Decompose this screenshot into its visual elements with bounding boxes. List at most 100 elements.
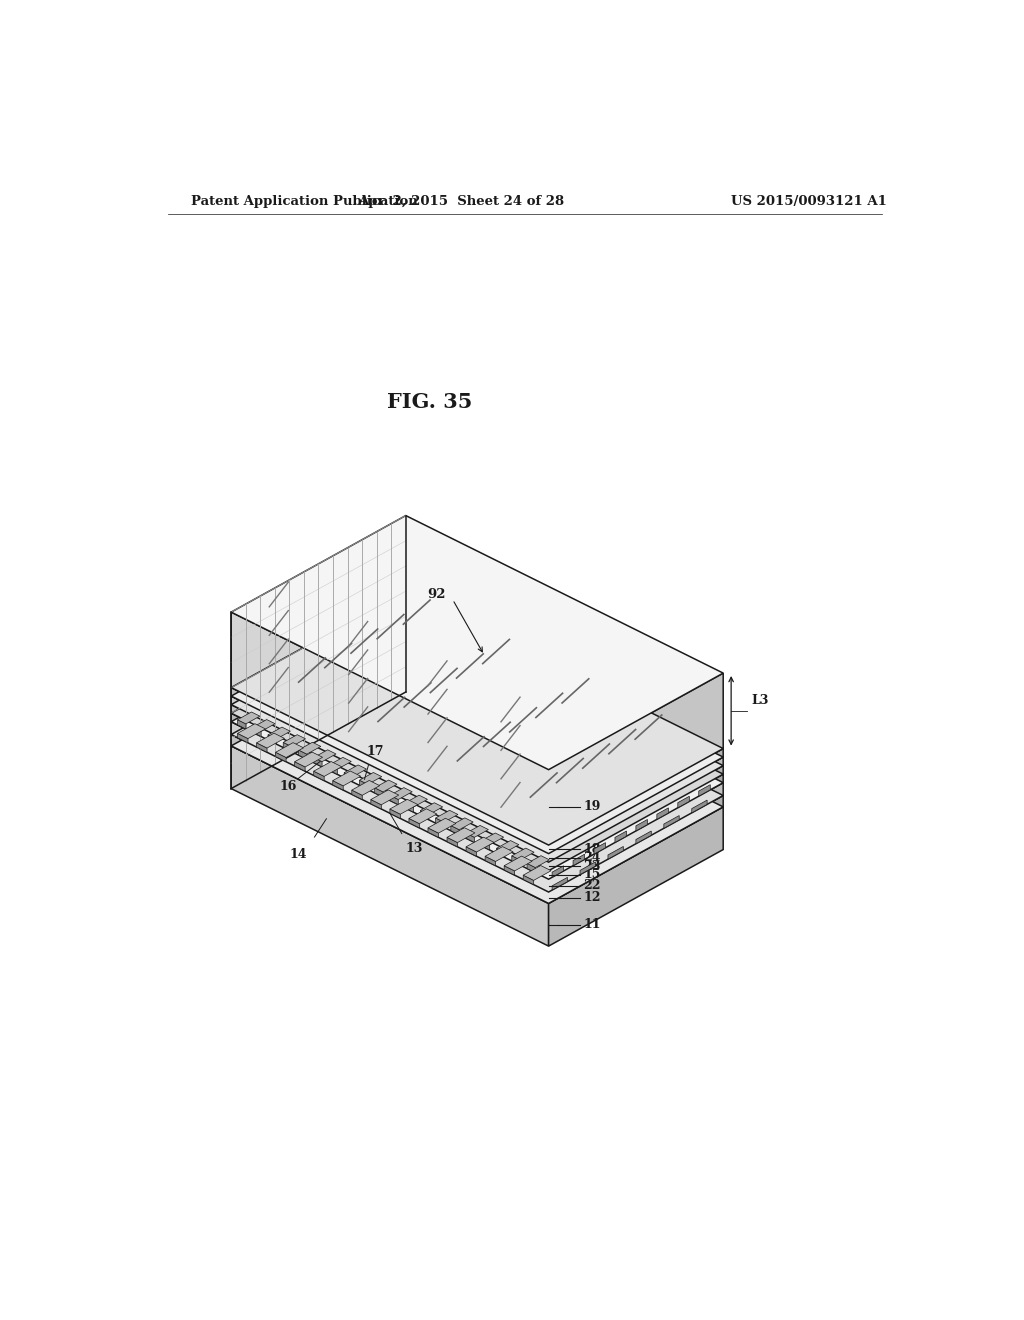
Polygon shape bbox=[371, 789, 398, 805]
Text: Apr. 2, 2015  Sheet 24 of 28: Apr. 2, 2015 Sheet 24 of 28 bbox=[358, 194, 564, 207]
Polygon shape bbox=[257, 743, 267, 752]
Polygon shape bbox=[504, 866, 515, 875]
Polygon shape bbox=[375, 780, 397, 792]
Text: 23: 23 bbox=[584, 859, 601, 873]
Polygon shape bbox=[485, 857, 496, 866]
Polygon shape bbox=[275, 743, 303, 758]
Polygon shape bbox=[238, 711, 260, 723]
Polygon shape bbox=[295, 762, 305, 771]
Polygon shape bbox=[268, 735, 276, 744]
Polygon shape bbox=[409, 818, 420, 828]
Polygon shape bbox=[231, 713, 549, 879]
Polygon shape bbox=[549, 783, 723, 892]
Polygon shape bbox=[295, 752, 323, 767]
Polygon shape bbox=[608, 846, 624, 859]
Polygon shape bbox=[231, 688, 549, 854]
Polygon shape bbox=[549, 796, 723, 903]
Polygon shape bbox=[451, 818, 473, 830]
Polygon shape bbox=[313, 771, 325, 780]
Polygon shape bbox=[481, 841, 489, 850]
Polygon shape bbox=[253, 719, 275, 731]
Polygon shape bbox=[352, 780, 380, 795]
Polygon shape bbox=[375, 788, 383, 797]
Polygon shape bbox=[298, 742, 321, 754]
Polygon shape bbox=[421, 803, 442, 814]
Polygon shape bbox=[678, 796, 689, 808]
Polygon shape bbox=[549, 758, 723, 862]
Polygon shape bbox=[447, 828, 475, 842]
Text: 12: 12 bbox=[584, 891, 601, 904]
Polygon shape bbox=[428, 818, 456, 833]
Polygon shape bbox=[298, 750, 307, 759]
Polygon shape bbox=[231, 591, 723, 845]
Polygon shape bbox=[390, 796, 398, 805]
Polygon shape bbox=[359, 772, 382, 784]
Text: 19: 19 bbox=[584, 800, 601, 813]
Polygon shape bbox=[333, 771, 360, 785]
Polygon shape bbox=[329, 766, 337, 775]
Polygon shape bbox=[231, 612, 549, 845]
Polygon shape bbox=[549, 807, 723, 946]
Polygon shape bbox=[253, 727, 261, 737]
Polygon shape bbox=[512, 849, 535, 861]
Text: US 2015/0093121 A1: US 2015/0093121 A1 bbox=[731, 194, 887, 207]
Polygon shape bbox=[238, 719, 246, 729]
Polygon shape bbox=[549, 673, 723, 845]
Polygon shape bbox=[549, 766, 723, 871]
Polygon shape bbox=[231, 705, 549, 871]
Text: 11: 11 bbox=[584, 919, 601, 932]
Polygon shape bbox=[406, 795, 427, 807]
Polygon shape bbox=[275, 752, 286, 762]
Polygon shape bbox=[313, 750, 336, 762]
Text: 18: 18 bbox=[584, 843, 601, 855]
Polygon shape bbox=[313, 758, 323, 767]
Polygon shape bbox=[231, 696, 549, 862]
Polygon shape bbox=[552, 878, 567, 890]
Polygon shape bbox=[636, 832, 651, 843]
Polygon shape bbox=[664, 816, 679, 829]
Polygon shape bbox=[284, 742, 292, 751]
Polygon shape bbox=[466, 837, 494, 851]
Text: 17: 17 bbox=[366, 746, 384, 759]
Polygon shape bbox=[231, 722, 549, 892]
Polygon shape bbox=[409, 809, 437, 824]
Polygon shape bbox=[371, 800, 381, 809]
Polygon shape bbox=[549, 774, 723, 879]
Polygon shape bbox=[352, 791, 362, 800]
Text: FIG. 35: FIG. 35 bbox=[387, 392, 472, 412]
Polygon shape bbox=[451, 825, 459, 834]
Polygon shape bbox=[435, 818, 444, 828]
Polygon shape bbox=[527, 863, 536, 873]
Polygon shape bbox=[390, 800, 418, 814]
Polygon shape bbox=[238, 734, 248, 743]
Polygon shape bbox=[284, 735, 305, 747]
Text: 13: 13 bbox=[406, 842, 422, 855]
Polygon shape bbox=[497, 849, 505, 858]
Polygon shape bbox=[390, 788, 413, 800]
Polygon shape bbox=[333, 780, 343, 791]
Polygon shape bbox=[656, 808, 669, 820]
Polygon shape bbox=[466, 847, 476, 857]
Polygon shape bbox=[435, 810, 458, 822]
Text: 22: 22 bbox=[584, 879, 601, 892]
Polygon shape bbox=[481, 833, 504, 845]
Polygon shape bbox=[552, 866, 563, 878]
Polygon shape bbox=[527, 855, 549, 867]
Text: 15: 15 bbox=[584, 869, 601, 882]
Polygon shape bbox=[231, 734, 549, 903]
Polygon shape bbox=[428, 828, 438, 837]
Polygon shape bbox=[268, 727, 291, 739]
Text: 24: 24 bbox=[584, 851, 601, 865]
Polygon shape bbox=[390, 809, 400, 818]
Polygon shape bbox=[485, 846, 513, 862]
Polygon shape bbox=[698, 784, 711, 796]
Polygon shape bbox=[231, 616, 723, 871]
Polygon shape bbox=[594, 842, 605, 854]
Polygon shape bbox=[231, 516, 723, 770]
Polygon shape bbox=[344, 772, 352, 781]
Polygon shape bbox=[636, 820, 647, 832]
Text: L3: L3 bbox=[751, 694, 768, 708]
Polygon shape bbox=[523, 866, 551, 880]
Polygon shape bbox=[580, 862, 595, 875]
Text: 14: 14 bbox=[290, 847, 307, 861]
